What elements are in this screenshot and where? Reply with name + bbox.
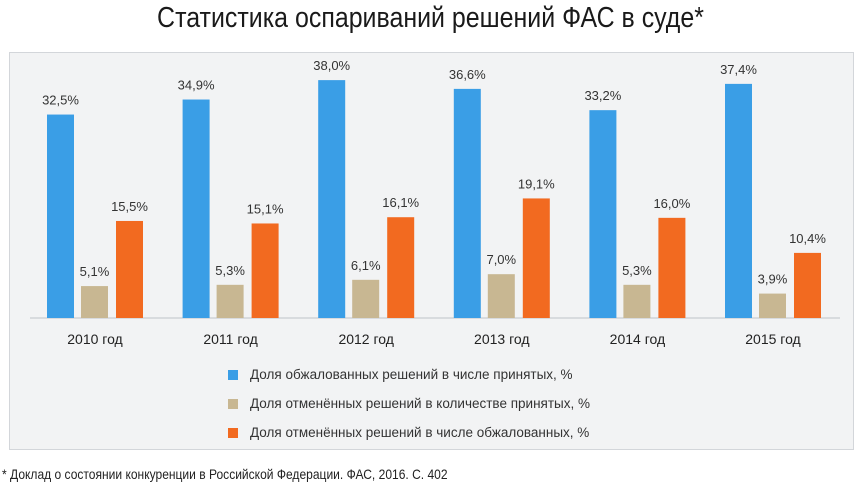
bar-2-2: [216, 284, 244, 318]
bar-3-2: [251, 223, 279, 318]
bar-2-1: [81, 286, 108, 318]
legend-label: Доля обжалованных решений в числе принят…: [250, 367, 573, 382]
legend-label: Доля отменённых решений в количестве при…: [250, 396, 590, 411]
legend: Доля обжалованных решений в числе принят…: [228, 360, 590, 447]
legend-swatch-tan: [228, 398, 238, 409]
category-label-6: 2015 год: [745, 331, 800, 347]
category-label-4: 2013 год: [474, 331, 529, 347]
bar-3-1: [116, 220, 143, 318]
bar-1-4: [453, 88, 481, 318]
bar-2-4: [487, 274, 515, 318]
category-label-1: 2010 год: [67, 331, 122, 347]
bar-3-3: [387, 217, 415, 318]
footnote: * Доклад о состоянии конкуренции в Росси…: [2, 466, 448, 482]
bar-3-6: [794, 252, 821, 318]
bar-3-5: [658, 217, 686, 318]
bar-2-5: [623, 284, 651, 318]
bar-1-6: [725, 83, 752, 318]
data-label-2-5: 5,3%: [622, 263, 652, 278]
data-label-3-5: 16,0%: [653, 196, 690, 211]
chart-frame: [9, 52, 854, 450]
legend-item-appealed: Доля обжалованных решений в числе принят…: [228, 360, 590, 389]
category-label-2: 2011 год: [203, 331, 257, 347]
category-label-3: 2012 год: [338, 331, 393, 347]
data-label-3-6: 10,4%: [789, 231, 826, 246]
bar-1-5: [589, 110, 617, 318]
data-label-3-1: 15,5%: [111, 199, 148, 214]
data-label-1-6: 37,4%: [720, 62, 757, 77]
legend-item-cancelled-of-accepted: Доля отменённых решений в количестве при…: [228, 389, 590, 418]
data-label-2-1: 5,1%: [80, 264, 110, 279]
bar-2-3: [352, 279, 380, 318]
data-label-3-4: 19,1%: [518, 176, 555, 191]
category-label-5: 2014 год: [610, 331, 665, 347]
bar-1-2: [182, 99, 210, 318]
data-label-1-3: 38,0%: [313, 58, 350, 73]
data-label-2-6: 3,9%: [758, 272, 788, 287]
data-label-1-5: 33,2%: [584, 88, 621, 103]
legend-swatch-blue: [228, 369, 238, 380]
data-label-1-1: 32,5%: [42, 93, 79, 108]
data-label-1-4: 36,6%: [449, 67, 486, 82]
legend-swatch-orange: [228, 427, 238, 438]
data-label-2-2: 5,3%: [215, 263, 245, 278]
legend-item-cancelled-of-appealed: Доля отменённых решений в числе обжалова…: [228, 418, 590, 447]
data-label-3-3: 16,1%: [382, 195, 419, 210]
bar-2-6: [759, 293, 786, 318]
labels-group: 32,5% 5,1% 15,5% 2010 год 34,9% 5,3% 15,1% 2011…: [42, 58, 826, 347]
legend-label: Доля отменённых решений в числе обжалова…: [250, 425, 590, 440]
page-title: Статистика оспариваний решений ФАС в суд…: [157, 2, 704, 34]
data-label-3-2: 15,1%: [247, 201, 284, 216]
bar-3-4: [522, 198, 550, 318]
bar-1-1: [47, 114, 74, 318]
data-label-2-3: 6,1%: [351, 258, 381, 273]
data-label-2-4: 7,0%: [486, 252, 516, 267]
bars-group: [47, 80, 821, 319]
data-label-1-2: 34,9%: [178, 78, 215, 93]
bar-1-3: [318, 80, 346, 319]
